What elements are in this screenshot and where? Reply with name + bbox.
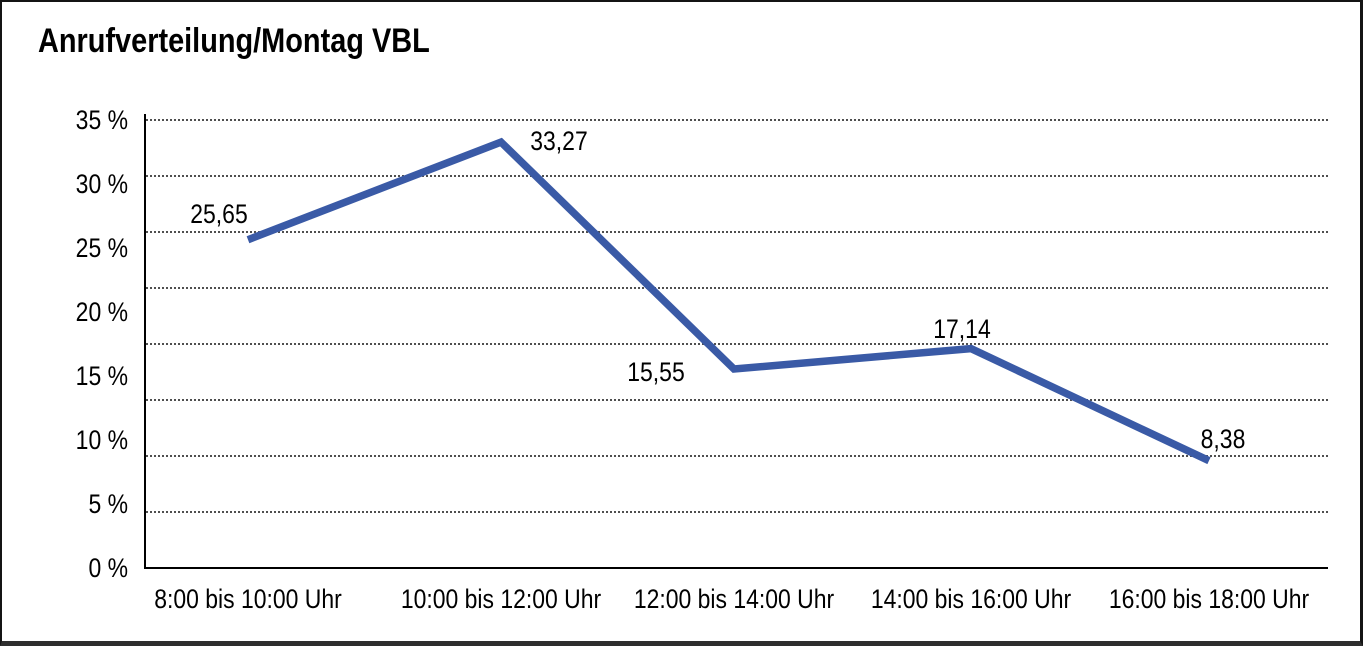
data-point-label: 15,55	[627, 356, 685, 387]
x-axis-label: 14:00 bis 16:00 Uhr	[870, 584, 1072, 614]
horizontal-gridline	[146, 231, 1328, 233]
y-tick-label: 5 %	[88, 489, 128, 519]
x-axis-label: 8:00 bis 10:00 Uhr	[154, 584, 342, 614]
chart-title: Anrufverteilung/Montag VBL	[38, 22, 430, 60]
data-line	[246, 137, 1211, 465]
y-tick-label: 15 %	[75, 361, 128, 391]
x-axis-label: 10:00 bis 12:00 Uhr	[400, 584, 602, 614]
horizontal-gridline	[146, 343, 1328, 345]
data-point-label: 33,27	[530, 126, 588, 157]
horizontal-gridline	[146, 175, 1328, 177]
x-axis-line	[144, 567, 1328, 569]
horizontal-gridline	[146, 287, 1328, 289]
data-point-label: 17,14	[933, 313, 991, 344]
horizontal-gridline	[146, 119, 1328, 121]
y-tick-label: 35 %	[75, 105, 128, 135]
y-axis-line	[144, 114, 146, 569]
data-point-label: 8,38	[1200, 423, 1246, 454]
y-tick-label: 10 %	[75, 425, 128, 455]
x-axis-label: 16:00 bis 18:00 Uhr	[1108, 584, 1310, 614]
y-tick-label: 0 %	[88, 553, 128, 583]
x-axis-label: 12:00 bis 14:00 Uhr	[633, 584, 835, 614]
horizontal-gridline	[146, 455, 1328, 457]
y-tick-label: 25 %	[75, 233, 128, 263]
y-tick-label: 20 %	[75, 297, 128, 327]
data-point-label: 25,65	[190, 198, 248, 229]
horizontal-gridline	[146, 511, 1328, 513]
horizontal-gridline	[146, 399, 1328, 401]
y-tick-label: 30 %	[75, 169, 128, 199]
